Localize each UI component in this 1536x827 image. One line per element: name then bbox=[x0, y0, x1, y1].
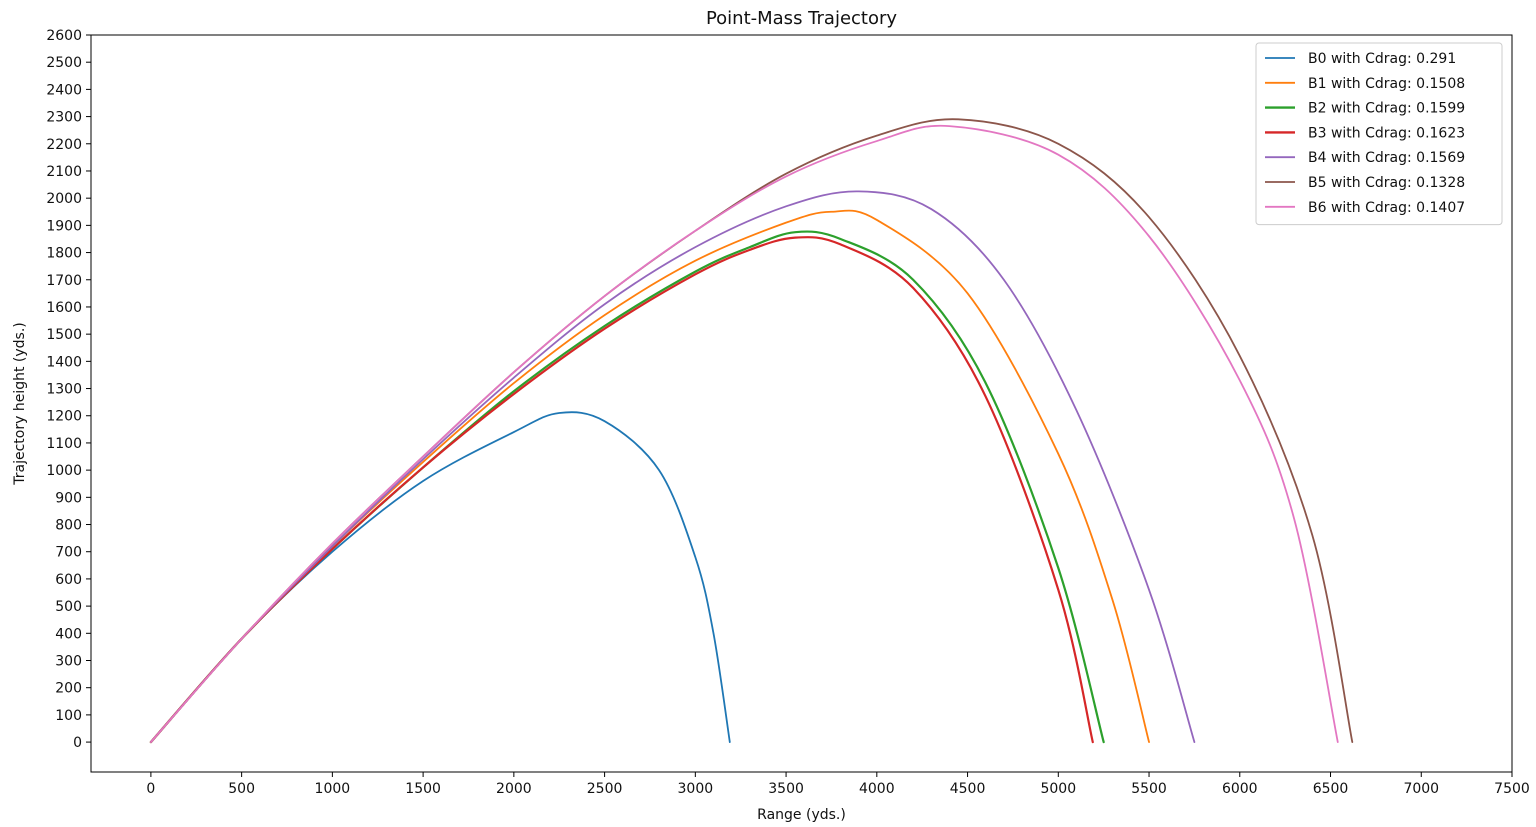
x-tick-label: 0 bbox=[146, 781, 155, 797]
y-tick-label: 2000 bbox=[46, 191, 82, 207]
plot-area: 0 500 1000 1500 2000 2500 3000 3500 4000 4500 5000… bbox=[46, 28, 1529, 797]
legend-label-b6: B6 with Cdrag: 0.1407 bbox=[1308, 200, 1465, 216]
legend-box bbox=[1255, 42, 1503, 226]
x-tick-label: 4000 bbox=[859, 781, 895, 797]
y-tick-label: 1500 bbox=[46, 327, 82, 343]
x-tick-label: 4500 bbox=[950, 781, 986, 797]
y-tick-label: 1200 bbox=[46, 409, 82, 425]
y-tick-label: 200 bbox=[55, 681, 82, 697]
chart-title: Point-Mass Trajectory bbox=[706, 8, 897, 29]
x-tick-label: 2500 bbox=[587, 781, 623, 797]
y-tick-label: 1000 bbox=[46, 463, 82, 479]
y-tick-label: 2200 bbox=[46, 137, 82, 153]
y-tick-label: 1300 bbox=[46, 382, 82, 398]
legend-label-b5: B5 with Cdrag: 0.1328 bbox=[1308, 175, 1465, 191]
series-line-b4 bbox=[149, 190, 1196, 743]
x-tick-label: 5500 bbox=[1131, 781, 1167, 797]
y-tick-label: 300 bbox=[55, 653, 82, 669]
series-line-b1 bbox=[149, 209, 1150, 743]
y-tick-label: 1100 bbox=[46, 436, 82, 452]
y-tick-label: 600 bbox=[55, 572, 82, 588]
y-tick-label: 500 bbox=[55, 599, 82, 615]
y-tick-label: 2100 bbox=[46, 164, 82, 180]
y-tick-label: 1400 bbox=[46, 354, 82, 370]
y-tick-label: 900 bbox=[55, 490, 82, 506]
y-tick-label: 2500 bbox=[46, 55, 82, 71]
x-tick-label: 7500 bbox=[1494, 781, 1530, 797]
y-tick-label: 1900 bbox=[46, 218, 82, 234]
y-tick-label: 1600 bbox=[46, 300, 82, 316]
y-tick-label: 2600 bbox=[46, 28, 82, 44]
x-tick-label: 6500 bbox=[1313, 781, 1349, 797]
series-line-b6 bbox=[149, 124, 1339, 743]
legend-label-b1: B1 with Cdrag: 0.1508 bbox=[1308, 76, 1465, 92]
series-line-b5 bbox=[149, 118, 1354, 743]
legend-label-b4: B4 with Cdrag: 0.1569 bbox=[1308, 150, 1465, 166]
y-tick-label: 800 bbox=[55, 518, 82, 534]
x-tick-label: 2000 bbox=[496, 781, 532, 797]
y-tick-label: 100 bbox=[55, 708, 82, 724]
series-line-b3 bbox=[149, 236, 1094, 744]
x-tick-label: 7000 bbox=[1403, 781, 1439, 797]
y-tick-label: 0 bbox=[73, 735, 82, 751]
x-tick-label: 1000 bbox=[315, 781, 351, 797]
y-tick-label: 1700 bbox=[46, 273, 82, 289]
legend-label-b0: B0 with Cdrag: 0.291 bbox=[1308, 51, 1456, 67]
y-tick-label: 2300 bbox=[46, 110, 82, 126]
y-tick-label: 700 bbox=[55, 545, 82, 561]
x-tick-label: 3000 bbox=[678, 781, 714, 797]
legend: B0 with Cdrag: 0.291 B1 with Cdrag: 0.150… bbox=[1255, 42, 1503, 226]
x-tick-label: 3500 bbox=[768, 781, 804, 797]
series-line-b2 bbox=[149, 230, 1105, 744]
y-tick-label: 400 bbox=[55, 626, 82, 642]
legend-label-b2: B2 with Cdrag: 0.1599 bbox=[1308, 101, 1465, 117]
x-tick-label: 5000 bbox=[1040, 781, 1076, 797]
y-axis-title: Trajectory height (yds.) bbox=[12, 322, 28, 486]
x-tick-label: 1500 bbox=[405, 781, 441, 797]
legend-label-b3: B3 with Cdrag: 0.1623 bbox=[1308, 125, 1465, 141]
x-tick-label: 6000 bbox=[1222, 781, 1258, 797]
y-tick-label: 2400 bbox=[46, 82, 82, 98]
plot-frame bbox=[90, 34, 1513, 773]
x-axis-title: Range (yds.) bbox=[757, 807, 846, 823]
y-tick-label: 1800 bbox=[46, 246, 82, 262]
series-line-b0 bbox=[149, 411, 731, 743]
x-tick-label: 500 bbox=[228, 781, 255, 797]
series-lines bbox=[149, 118, 1354, 744]
